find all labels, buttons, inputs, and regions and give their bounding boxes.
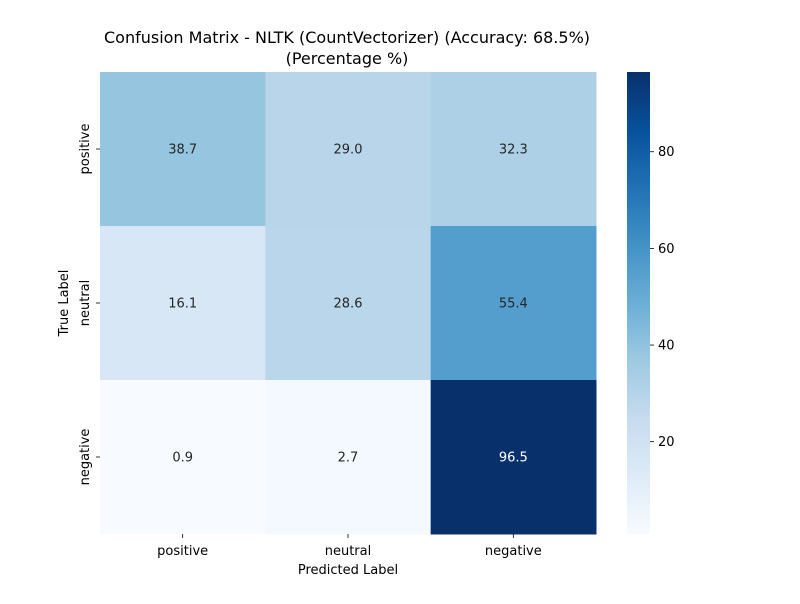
y-tick-label: neutral: [78, 280, 93, 327]
cell-value-label: 38.7: [168, 143, 197, 158]
x-tick-label: negative: [485, 544, 542, 559]
cell-value-label: 96.5: [499, 451, 528, 466]
cell-value-label: 16.1: [168, 297, 197, 312]
colorbar: [627, 72, 650, 534]
x-tick-label: positive: [157, 544, 208, 559]
heatmap-cell: [100, 380, 266, 535]
cell-value-label: 55.4: [499, 297, 528, 312]
heatmap-cell: [265, 380, 432, 535]
cell-value-label: 0.9: [172, 451, 193, 466]
chart-subtitle: (Percentage %): [286, 49, 409, 68]
heatmap-cell: [100, 72, 266, 227]
x-axis-ticks: positive neutral negative: [157, 534, 542, 559]
y-axis-label: True Label: [57, 270, 72, 338]
heatmap-cell-labels: 38.7 29.0 32.3 16.1 28.6 55.4 0.9 2.7 96.5: [168, 143, 528, 466]
chart-title: Confusion Matrix - NLTK (CountVectorizer…: [104, 28, 590, 47]
y-tick-label: negative: [78, 429, 93, 486]
colorbar-tick-label: 20: [658, 435, 675, 450]
x-axis-label: Predicted Label: [298, 563, 398, 578]
x-tick-label: neutral: [325, 544, 372, 559]
heatmap-cell: [430, 72, 597, 227]
colorbar-tick-label: 80: [658, 145, 675, 160]
cell-value-label: 29.0: [334, 143, 363, 158]
colorbar-tick-label: 60: [658, 242, 675, 257]
y-axis-ticks: positive neutral negative: [78, 124, 100, 486]
cell-value-label: 32.3: [499, 143, 528, 158]
colorbar-ticks: 20 40 60 80: [650, 145, 675, 450]
y-tick-label: positive: [78, 124, 93, 175]
colorbar-tick-label: 40: [658, 339, 675, 354]
heatmap-cell: [430, 226, 597, 381]
cell-value-label: 2.7: [338, 451, 359, 466]
heatmap-cell: [265, 226, 432, 381]
heatmap-cell: [265, 72, 432, 227]
heatmap-cell: [100, 226, 266, 381]
heatmap-cell: [430, 380, 597, 535]
heatmap-cells: [100, 72, 597, 535]
cell-value-label: 28.6: [334, 297, 363, 312]
